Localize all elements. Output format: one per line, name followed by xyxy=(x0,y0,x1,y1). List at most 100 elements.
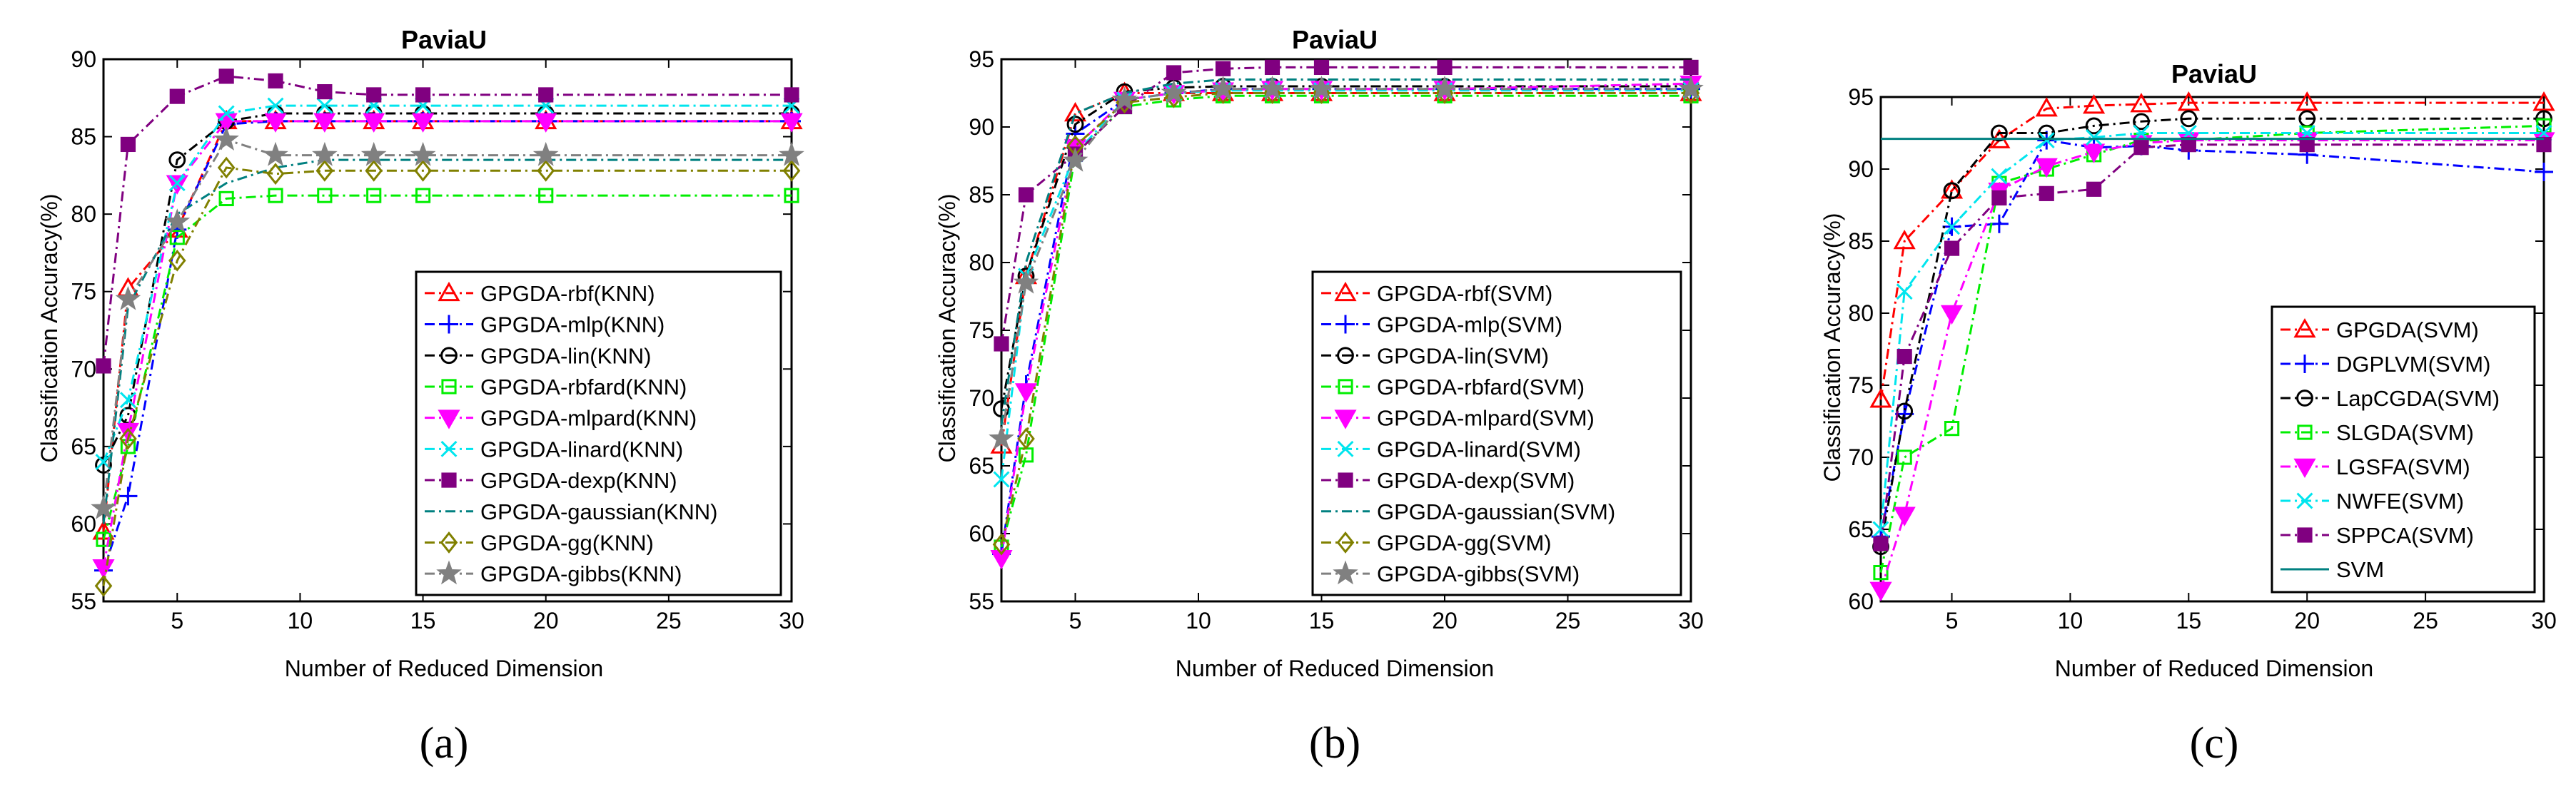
y-tick-label: 55 xyxy=(969,589,994,614)
legend-marker xyxy=(440,347,458,365)
data-point xyxy=(1869,388,1892,408)
series-line xyxy=(1879,124,2545,573)
data-point xyxy=(96,358,111,374)
legend-label: GPGDA-rbfard(KNN) xyxy=(480,375,687,399)
data-point xyxy=(315,159,334,182)
data-point xyxy=(784,87,799,103)
data-point xyxy=(1683,59,1699,76)
data-point xyxy=(2177,91,2200,111)
y-tick-label: 65 xyxy=(71,434,96,459)
data-point xyxy=(218,105,235,122)
series-GPGDA-dexp(KNN) xyxy=(96,68,799,374)
data-point xyxy=(535,113,557,133)
legend-marker xyxy=(438,409,460,429)
data-point xyxy=(2083,143,2106,163)
legend-label: GPGDA-linard(KNN) xyxy=(480,437,683,462)
data-point xyxy=(2535,163,2553,182)
data-point xyxy=(2035,158,2058,178)
plot-frame xyxy=(1879,96,2545,603)
legend-label: LGSFA(SVM) xyxy=(2336,454,2470,479)
data-point xyxy=(989,425,1014,450)
x-tick-label: 5 xyxy=(1069,608,1082,633)
data-point xyxy=(360,141,387,166)
y-tick-label: 85 xyxy=(969,182,994,208)
legend: GPGDA(SVM) DGPLVM(SVM) LapCGDA(SVM) SLGDA(S… xyxy=(2271,305,2536,594)
data-point xyxy=(218,68,234,84)
data-point xyxy=(1991,190,2007,205)
data-point xyxy=(1017,427,1035,450)
series-line xyxy=(1000,66,1691,345)
data-point xyxy=(2130,93,2153,113)
legend-label: GPGDA-dexp(KNN) xyxy=(480,468,677,493)
x-tick-label: 30 xyxy=(2531,608,2557,633)
panel-a: PaviaU 5 10 15 20 25 30 55 60 65 70 75 80 85 90 GPGDA-… xyxy=(36,25,804,768)
data-point xyxy=(993,471,1010,488)
legend-marker xyxy=(2293,317,2316,338)
data-point xyxy=(217,156,236,179)
legend-label: GPGDA-dexp(SVM) xyxy=(1377,468,1575,493)
data-point xyxy=(415,188,431,203)
series-SPPCA(SVM) xyxy=(1873,137,2552,551)
panel-c-xlabel: Number of Reduced Dimension xyxy=(2055,656,2373,681)
data-point xyxy=(2083,94,2106,114)
legend-marker xyxy=(1334,409,1357,429)
data-point xyxy=(1161,79,1187,104)
series-GPGDA-gibbs(KNN) xyxy=(91,126,804,519)
x-tick-label: 30 xyxy=(1678,608,1704,633)
legend: GPGDA-rbf(SVM) GPGDA-mlp(SVM) GPGDA-lin(SV… xyxy=(1311,270,1682,596)
data-point xyxy=(264,113,287,133)
panel-c-caption: (c) xyxy=(2190,719,2239,768)
data-point xyxy=(1944,218,1961,235)
x-tick-label: 20 xyxy=(1432,608,1458,633)
data-point xyxy=(316,97,333,114)
panel-a-title: PaviaU xyxy=(401,25,487,54)
legend-marker xyxy=(1333,560,1358,585)
panel-c-plot: 5 10 15 20 25 30 60 65 70 75 80 85 90 95 GPGDA(SVM) DGP… xyxy=(1848,84,2556,633)
data-point xyxy=(1944,421,1960,437)
series-line xyxy=(102,112,792,466)
data-point xyxy=(1210,76,1236,100)
data-point xyxy=(363,113,385,133)
data-point xyxy=(2086,129,2103,146)
legend-marker xyxy=(2296,390,2313,407)
series-line xyxy=(1879,132,2544,530)
data-point xyxy=(119,427,137,450)
y-tick-label: 90 xyxy=(969,114,994,140)
series-line xyxy=(102,75,792,367)
data-point xyxy=(2133,113,2150,131)
data-point xyxy=(115,285,141,310)
panel-c-ylabel: Classification Accuracy(%) xyxy=(1819,213,1845,482)
legend-marker xyxy=(2297,424,2313,440)
x-tick-label: 30 xyxy=(779,608,804,633)
data-point xyxy=(2536,137,2552,153)
data-point xyxy=(1943,182,1961,200)
x-tick-label: 20 xyxy=(2294,608,2320,633)
panel-a-ylabel: Classification Accuracy(%) xyxy=(36,194,62,463)
series-line xyxy=(1000,92,1691,545)
series-GPGDA-gibbs(SVM) xyxy=(989,76,1704,450)
data-point xyxy=(1989,214,2009,233)
panel-c: PaviaU 5 10 15 20 25 30 60 65 70 75 80 85 90 95 GPGDA(… xyxy=(1819,59,2557,768)
legend-marker xyxy=(441,472,457,488)
legend-marker xyxy=(2296,492,2313,509)
legend-marker xyxy=(436,560,462,585)
legend-label: GPGDA-linard(SVM) xyxy=(1377,437,1581,462)
data-point xyxy=(168,249,186,272)
data-point xyxy=(1064,101,1087,122)
series-line xyxy=(1000,85,1691,409)
legend-marker xyxy=(440,315,458,334)
data-point xyxy=(218,190,234,207)
data-point xyxy=(366,87,382,103)
legend-marker xyxy=(2293,458,2316,479)
y-tick-label: 70 xyxy=(1848,444,1874,470)
legend-box xyxy=(1311,270,1682,596)
y-tick-label: 70 xyxy=(969,385,994,411)
data-point xyxy=(1678,76,1704,100)
data-point xyxy=(312,141,338,166)
data-point xyxy=(317,188,333,203)
data-point xyxy=(2038,132,2055,149)
data-point xyxy=(411,113,435,133)
data-point xyxy=(169,230,185,245)
data-point xyxy=(2295,91,2318,111)
data-point xyxy=(994,336,1009,352)
